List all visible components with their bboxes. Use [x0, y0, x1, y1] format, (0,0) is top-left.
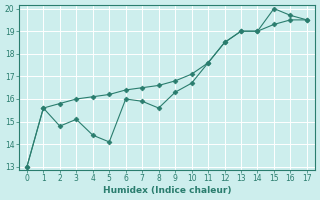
- X-axis label: Humidex (Indice chaleur): Humidex (Indice chaleur): [103, 186, 231, 195]
